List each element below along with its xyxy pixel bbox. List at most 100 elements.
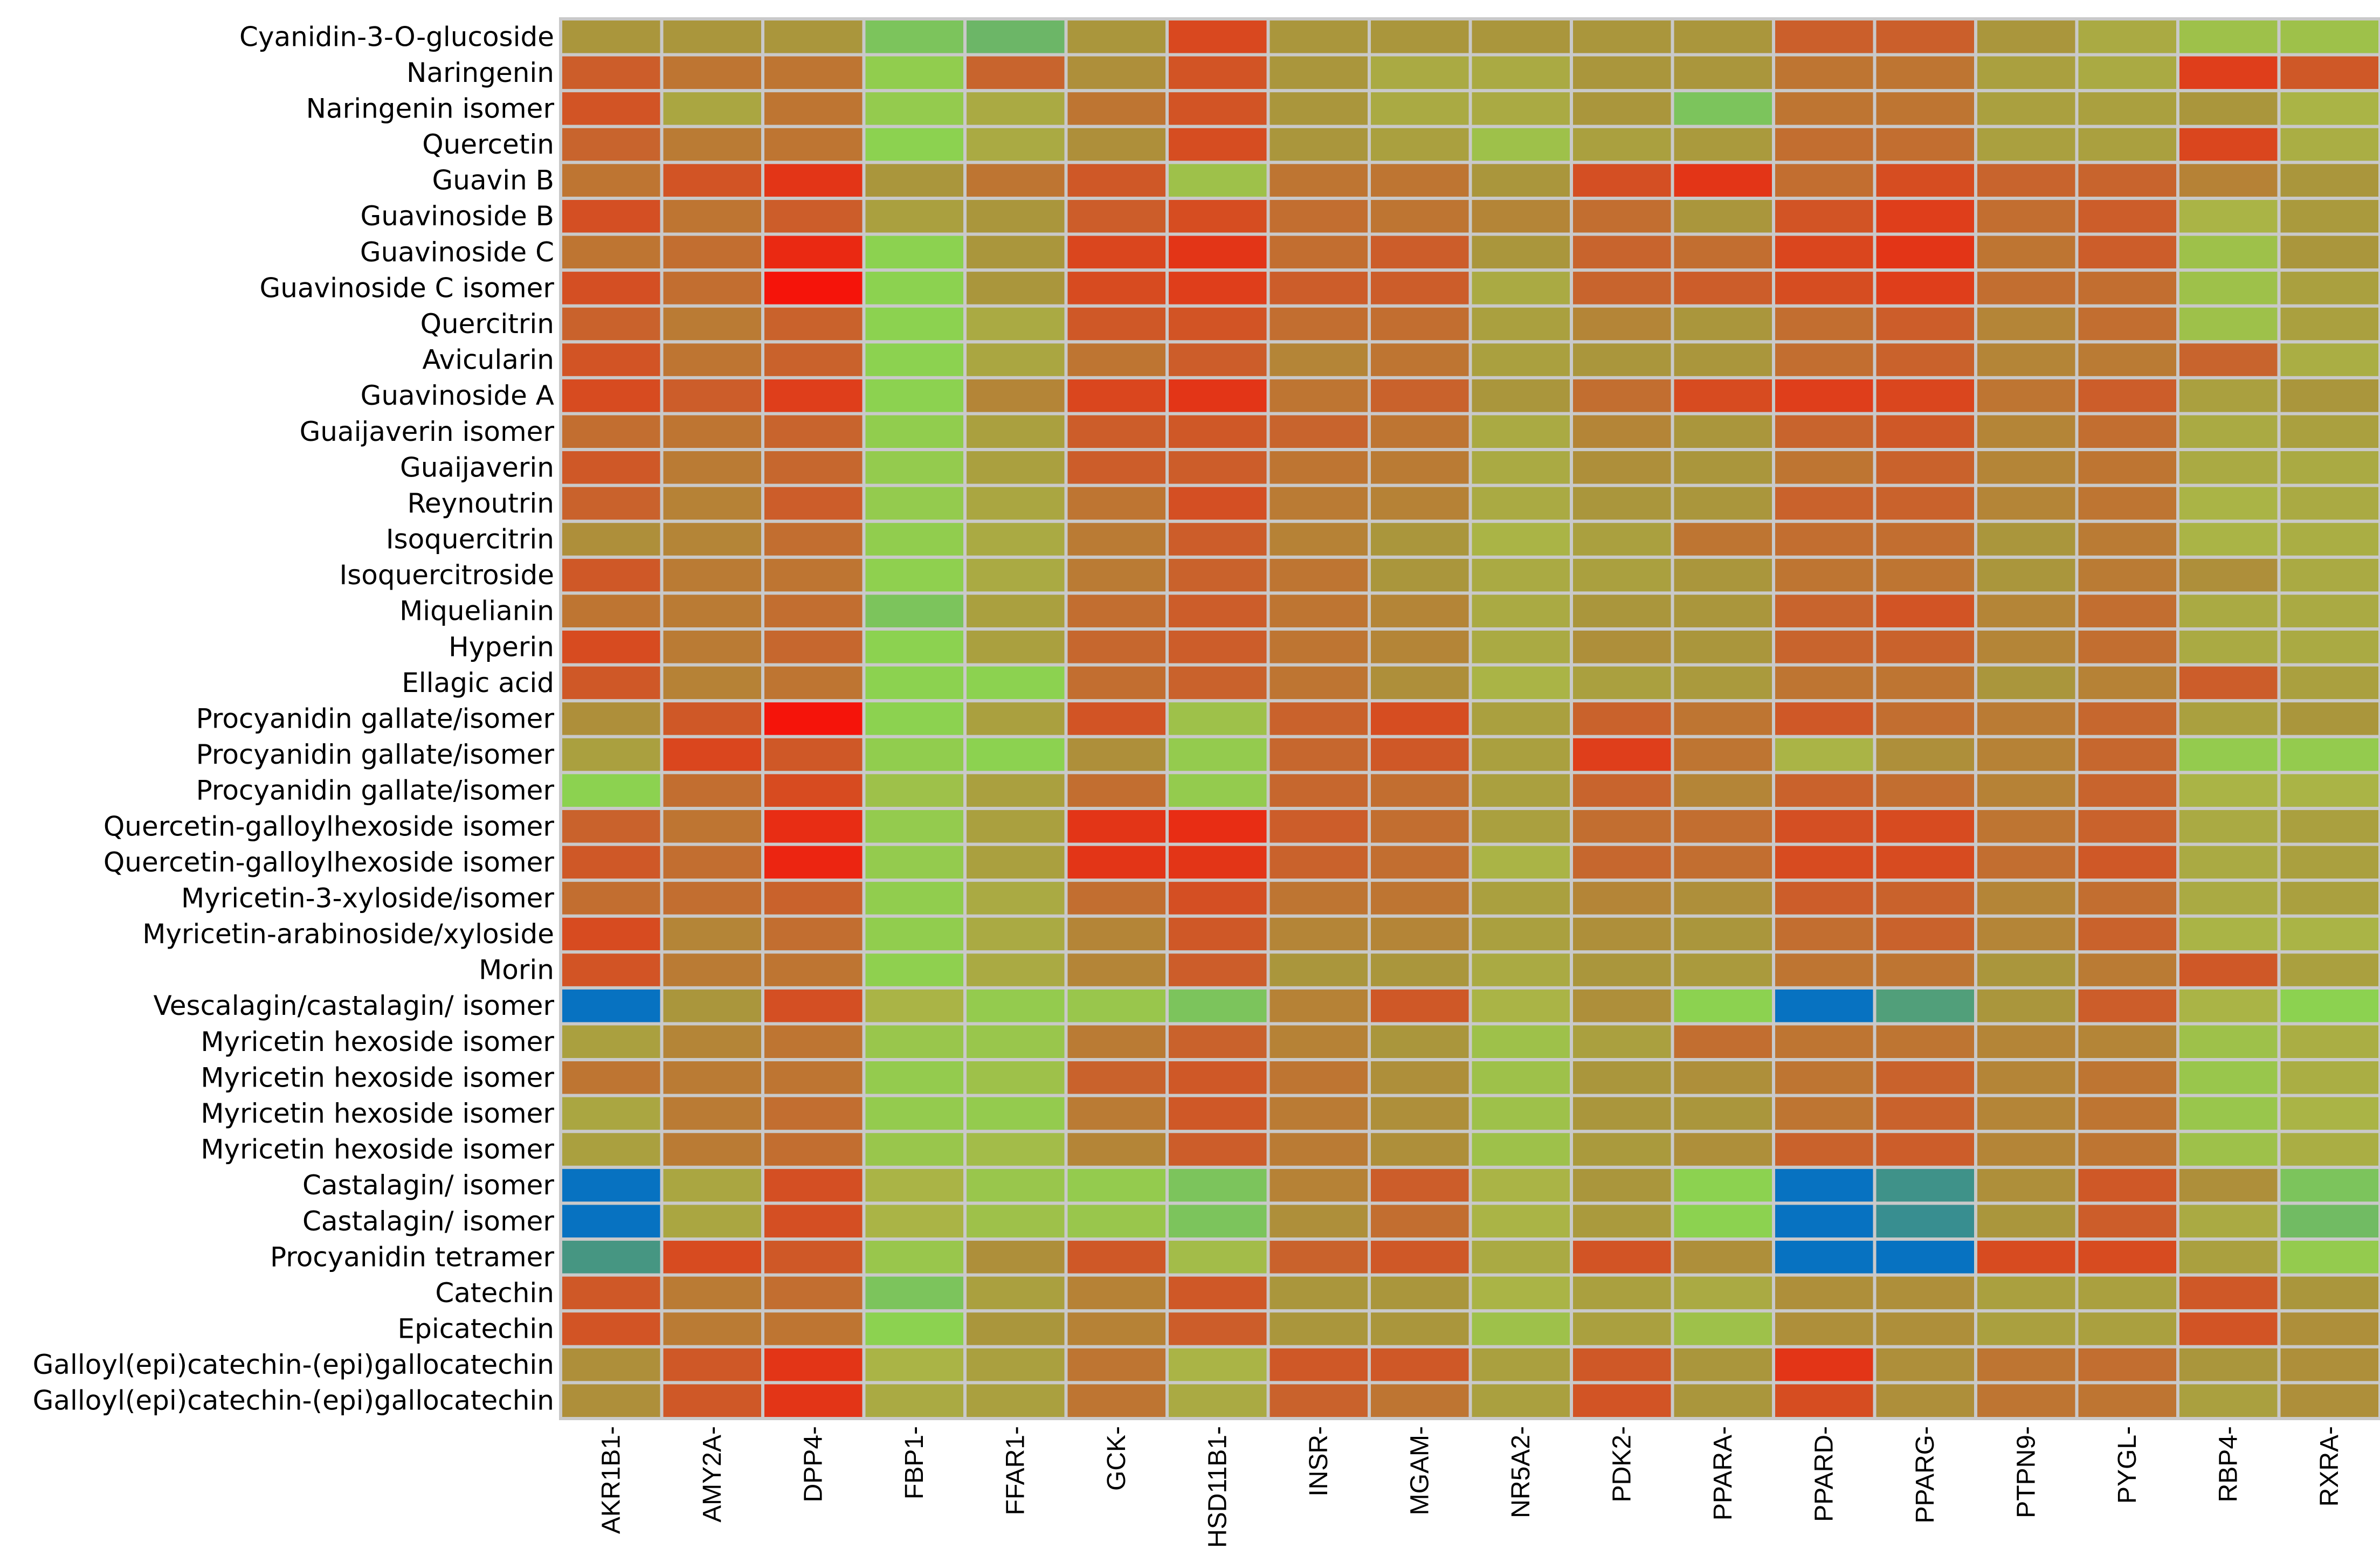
heatmap-cell [2075, 1345, 2179, 1385]
heatmap-cell [559, 161, 664, 200]
heatmap-cell [761, 555, 866, 595]
heatmap-cell [2176, 842, 2281, 882]
heatmap-cell [1165, 196, 1270, 236]
heatmap-cell [1468, 735, 1573, 774]
heatmap-cell [1266, 627, 1371, 667]
row-label: Morin [479, 955, 554, 986]
heatmap-cell [1671, 879, 1775, 918]
heatmap-cell [1266, 161, 1371, 200]
heatmap-cell [660, 842, 764, 882]
heatmap-cell [1873, 1022, 1977, 1062]
heatmap-cell [559, 483, 664, 523]
heatmap-cell [2277, 1201, 2380, 1241]
heatmap-cell [1772, 268, 1877, 308]
heatmap-cell [1064, 699, 1169, 738]
heatmap-cell [862, 412, 967, 452]
heatmap-cell [1165, 412, 1270, 452]
heatmap-cell [1165, 1201, 1270, 1241]
heatmap-cell [761, 806, 866, 846]
heatmap-cell [1873, 1309, 1977, 1348]
heatmap-cell [862, 520, 967, 559]
row-label: Procyanidin tetramer [270, 1241, 554, 1273]
heatmap-cell [1570, 950, 1674, 990]
heatmap-cell [2176, 663, 2281, 703]
heatmap-cell [761, 1381, 866, 1420]
heatmap-cell [1873, 1273, 1977, 1313]
heatmap-cell [963, 735, 1068, 774]
heatmap-cell [559, 735, 664, 774]
heatmap-cell [1671, 53, 1775, 93]
heatmap-cell [1671, 125, 1775, 164]
heatmap-cell [1468, 376, 1573, 416]
heatmap-cell [1570, 232, 1674, 272]
heatmap-cell [2176, 161, 2281, 200]
heatmap-cell [862, 232, 967, 272]
heatmap-cell [1368, 448, 1472, 487]
heatmap-cell [1873, 412, 1977, 452]
heatmap-cell [1671, 1022, 1775, 1062]
heatmap-cell [1468, 1345, 1573, 1385]
heatmap-cell [1064, 879, 1169, 918]
heatmap-cell [1064, 304, 1169, 344]
heatmap-cell [1974, 125, 2079, 164]
column-label: FFAR1- [1001, 1426, 1030, 1515]
heatmap-cell [1368, 1022, 1472, 1062]
heatmap-cell [1368, 806, 1472, 846]
column-label: FBP1- [900, 1426, 929, 1499]
heatmap-cell [2176, 520, 2281, 559]
row-label: Myricetin-arabinoside/xyloside [142, 918, 554, 950]
heatmap-cell [2176, 1273, 2281, 1313]
heatmap-cell [1368, 663, 1472, 703]
heatmap-cell [1468, 591, 1573, 631]
heatmap-cell [1064, 914, 1169, 954]
heatmap-cell [1873, 806, 1977, 846]
heatmap-cell [761, 1130, 866, 1169]
heatmap-cell [1368, 914, 1472, 954]
heatmap-cell [1772, 1381, 1877, 1420]
heatmap-cell [963, 1237, 1068, 1277]
heatmap-cell [1266, 879, 1371, 918]
heatmap-cell [1671, 1309, 1775, 1348]
heatmap-cell [1772, 806, 1877, 846]
heatmap-cell [1165, 735, 1270, 774]
heatmap-cell [963, 1165, 1068, 1205]
heatmap-cell [2277, 448, 2380, 487]
heatmap-cell [1064, 376, 1169, 416]
heatmap-cell [2075, 1237, 2179, 1277]
heatmap-frame [559, 17, 2380, 1420]
heatmap-cell [1368, 699, 1472, 738]
heatmap-cell [2075, 879, 2179, 918]
heatmap-cell [1266, 268, 1371, 308]
heatmap-cell [2075, 520, 2179, 559]
heatmap-cell [761, 125, 866, 164]
heatmap-cell [2277, 17, 2380, 57]
heatmap-cell [1165, 304, 1270, 344]
heatmap-cell [1873, 196, 1977, 236]
row-label: Guavinoside C [360, 237, 554, 268]
heatmap-cell [1570, 1058, 1674, 1097]
heatmap-cell [1772, 1345, 1877, 1385]
heatmap-cell [1974, 1058, 2079, 1097]
heatmap-cell [1772, 1309, 1877, 1348]
heatmap-cell [1873, 53, 1977, 93]
heatmap-cell [1165, 555, 1270, 595]
heatmap-cell [660, 520, 764, 559]
heatmap-cell [1266, 232, 1371, 272]
heatmap-cell [1064, 1273, 1169, 1313]
heatmap-cell [2075, 412, 2179, 452]
heatmap-cell [2176, 1022, 2281, 1062]
heatmap-cell [559, 555, 664, 595]
column-label: AKR1B1- [597, 1426, 625, 1534]
heatmap-cell [862, 1058, 967, 1097]
heatmap-cell [1873, 17, 1977, 57]
heatmap-cell [1873, 1094, 1977, 1133]
heatmap-cell [862, 1309, 967, 1348]
heatmap-cell [1772, 699, 1877, 738]
heatmap-cell [1671, 1058, 1775, 1097]
heatmap-cell [1873, 232, 1977, 272]
heatmap-cell [559, 842, 664, 882]
heatmap-cell [761, 1165, 866, 1205]
row-label: Reynoutrin [407, 488, 554, 519]
heatmap-cell [761, 842, 866, 882]
